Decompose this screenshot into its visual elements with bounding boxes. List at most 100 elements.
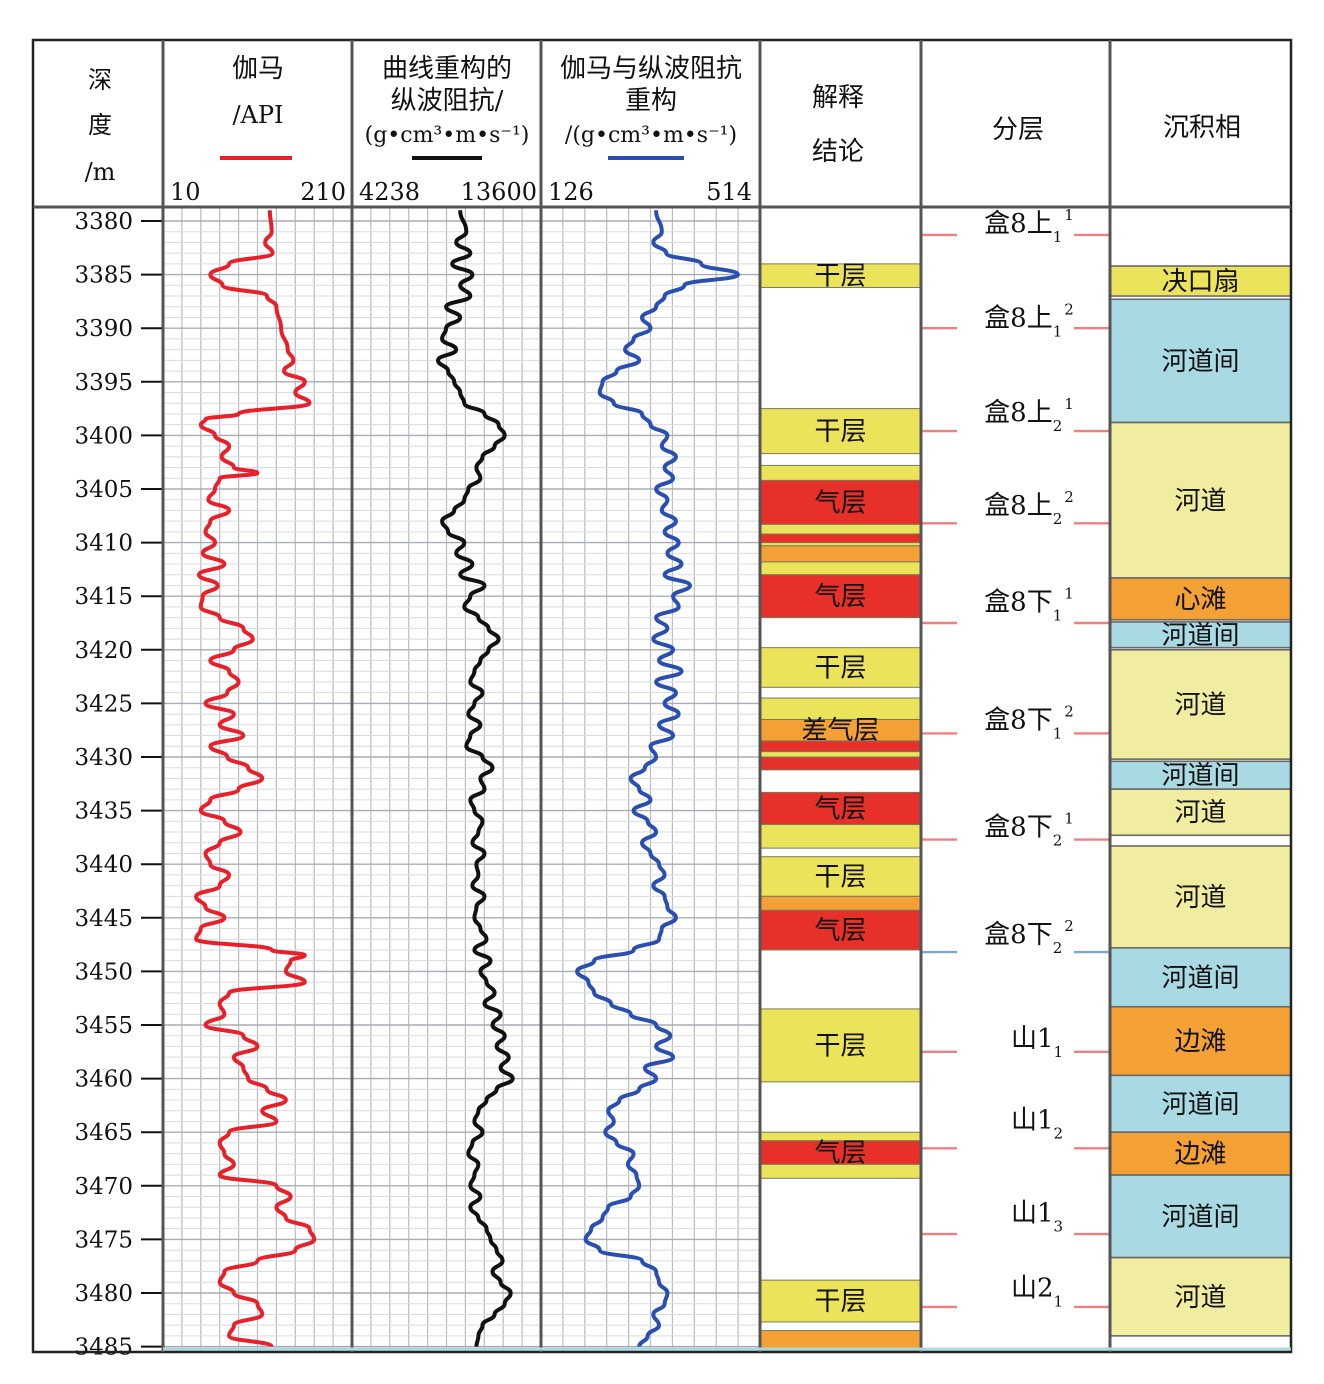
facies-label: 河道间	[1161, 1202, 1239, 1232]
depth-tick-label: 3450	[74, 959, 133, 985]
interp-band	[759, 895, 922, 911]
series-line-2	[436, 210, 515, 1347]
depth-tick-label: 3425	[74, 691, 133, 717]
interp-band	[759, 561, 922, 576]
interp-label: 干层	[814, 1287, 866, 1317]
layer-label: 盒8上22	[984, 488, 1074, 528]
gamma-title: 伽马	[232, 54, 284, 84]
interp-band	[759, 533, 922, 544]
facies-label: 边滩	[1174, 1140, 1226, 1170]
facies-label: 河道间	[1161, 347, 1239, 377]
layer-label: 盒8下12	[984, 702, 1074, 742]
interp-label: 气层	[814, 1139, 866, 1169]
layer-label: 山21	[1011, 1274, 1063, 1311]
depth-tick-label: 3480	[74, 1281, 133, 1307]
interp-label: 干层	[814, 1031, 866, 1061]
depth-tick-label: 3485	[74, 1335, 133, 1361]
layer-label: 盒8上11	[984, 206, 1074, 246]
layer-label: 盒8上21	[984, 395, 1074, 435]
interp-band	[759, 545, 922, 563]
depth-tick-label: 3405	[74, 477, 133, 503]
depth-tick-label: 3455	[74, 1013, 133, 1039]
facies-band	[1109, 298, 1292, 424]
depth-tick-label: 3395	[74, 370, 133, 396]
depth-tick-label: 3460	[74, 1067, 133, 1093]
gamma-recon-scale-max: 514	[706, 178, 752, 206]
interp-label: 气层	[814, 794, 866, 824]
interp-band	[759, 647, 922, 688]
gamma-scale-min: 10	[170, 178, 201, 206]
depth-tick-label: 3415	[74, 584, 133, 610]
depth-header-1: 深	[88, 66, 112, 94]
facies-band	[1109, 577, 1292, 621]
layer-label: 盒8下21	[984, 810, 1074, 850]
depth-tick-label: 3410	[74, 531, 133, 557]
recon-title-2: 纵波阻抗/	[391, 86, 504, 116]
layer-label: 山12	[1011, 1105, 1063, 1142]
gamma-unit: /API	[232, 101, 283, 129]
gamma-recon-title-3: /(g•cm³•m•s⁻¹)	[565, 123, 737, 148]
series-line-3	[575, 210, 740, 1347]
depth-tick-label: 3465	[74, 1120, 133, 1146]
facies-band	[1109, 845, 1292, 949]
recon-title-1: 曲线重构的	[382, 54, 512, 84]
interp-label: 气层	[814, 488, 866, 518]
facies-label: 河道	[1174, 1283, 1226, 1313]
facies-band	[1109, 1256, 1292, 1337]
interp-title-1: 解释	[812, 83, 864, 113]
depth-tick-label: 3435	[74, 799, 133, 825]
depth-tick-label: 3430	[74, 745, 133, 771]
layer-label: 盒8下22	[984, 917, 1074, 957]
interp-label: 气层	[814, 916, 866, 946]
interp-band	[759, 523, 922, 535]
gamma-recon-title-2: 重构	[625, 86, 677, 116]
interp-band	[759, 751, 922, 758]
facies-band	[1109, 1131, 1292, 1176]
facies-band	[1109, 1174, 1292, 1259]
header: 深 度 /m 伽马 /API 10 210 曲线重构的 纵波阻抗/ (g•cm³…	[85, 54, 1241, 206]
recon-scale-max: 13600	[461, 178, 537, 206]
depth-track: 3380 3385 3390 3395 3400 3405 3410 3415 3420 3425…	[74, 209, 163, 1361]
interp-band	[759, 464, 922, 481]
interp-band	[759, 1008, 922, 1083]
facies-label: 河道	[1174, 486, 1226, 516]
facies-label: 决口扇	[1161, 267, 1239, 297]
gamma-recon-scale-min: 126	[548, 178, 594, 206]
interp-band	[759, 1163, 922, 1179]
depth-tick-label: 3475	[74, 1227, 133, 1253]
depth-tick-label: 3385	[74, 263, 133, 289]
depth-tick-label: 3470	[74, 1174, 133, 1200]
facies-label: 边滩	[1174, 1027, 1226, 1057]
facies-band	[1109, 421, 1292, 579]
layer-label: 盒8下11	[984, 585, 1074, 625]
depth-header-3: /m	[85, 158, 116, 186]
depth-tick-label: 3445	[74, 906, 133, 932]
facies-label: 心滩	[1174, 585, 1226, 615]
depth-tick-label: 3380	[74, 209, 133, 235]
facies-label: 河道间	[1161, 963, 1239, 993]
grid-layer	[163, 207, 760, 1352]
facies-label: 河道间	[1161, 1090, 1239, 1120]
facies-label: 河道间	[1161, 621, 1239, 651]
interp-label: 气层	[814, 582, 866, 612]
curve-layer	[194, 210, 740, 1349]
interp-label: 干层	[814, 417, 866, 447]
facies-band	[1109, 788, 1292, 837]
layer-title: 分层	[992, 115, 1044, 145]
interp-band	[759, 740, 922, 753]
interp-band	[759, 909, 922, 951]
depth-tick-label: 3390	[74, 316, 133, 342]
recon-title-3: (g•cm³•m•s⁻¹)	[365, 123, 530, 148]
interp-band	[759, 756, 922, 771]
frame-layer	[31, 38, 1293, 1354]
layer-label: 山13	[1011, 1199, 1063, 1236]
series-line-1	[194, 210, 317, 1349]
gamma-recon-title-1: 伽马与纵波阻抗	[560, 54, 742, 84]
interp-band	[759, 408, 922, 455]
interp-label: 干层	[814, 653, 866, 683]
interp-title-2: 结论	[812, 137, 864, 167]
recon-scale-min: 4238	[359, 178, 420, 206]
